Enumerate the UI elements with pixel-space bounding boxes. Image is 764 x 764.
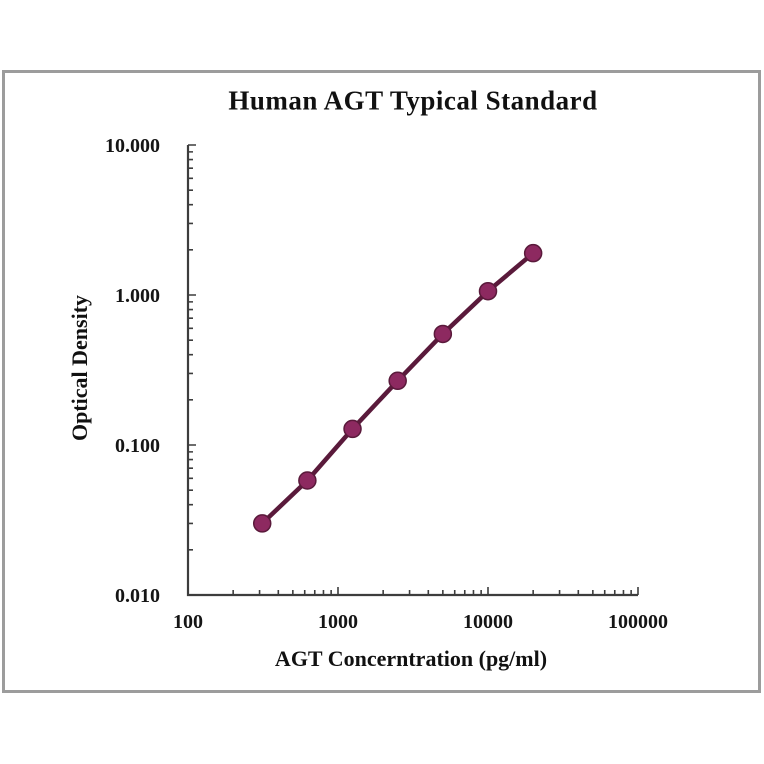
x-tick-label: 1000	[318, 611, 358, 633]
chart-title: Human AGT Typical Standard	[228, 85, 598, 116]
data-point-marker	[298, 471, 317, 490]
data-point-marker	[523, 243, 543, 263]
y-tick-label: 10.000	[105, 135, 160, 157]
x-tick-label: 10000	[463, 611, 513, 633]
data-point-marker	[478, 281, 498, 301]
y-tick-label: 0.100	[115, 435, 160, 457]
data-point-marker	[388, 371, 407, 391]
data-point-marker	[252, 514, 272, 533]
x-axis-title: AGT Concerntration (pg/ml)	[274, 646, 548, 671]
x-axis-ticks	[187, 587, 639, 595]
y-axis-ticks	[188, 144, 196, 596]
x-tick-label: 100000	[608, 611, 668, 633]
y-tick-label: 0.010	[115, 585, 160, 607]
x-tick-label: 100	[173, 611, 203, 633]
data-point-marker	[433, 324, 453, 344]
data-point-marker	[343, 419, 362, 439]
y-tick-label: 1.000	[115, 285, 160, 307]
image-border-frame	[2, 70, 761, 693]
